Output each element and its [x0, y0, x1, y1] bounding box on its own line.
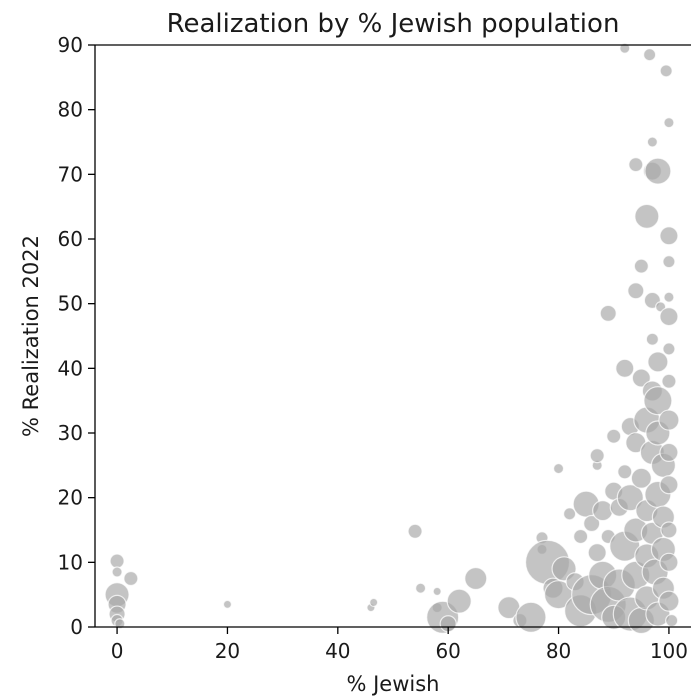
- y-tick-label-90: 90: [58, 33, 83, 57]
- data-point-53: [616, 484, 644, 512]
- data-point-104: [665, 613, 679, 628]
- data-point-26: [552, 462, 565, 475]
- x-axis-label: % Jewish: [346, 672, 439, 696]
- data-point-8: [222, 599, 233, 609]
- data-point-102: [659, 552, 679, 572]
- data-point-6: [114, 618, 126, 630]
- data-point-39: [592, 500, 614, 522]
- y-tick-label-20: 20: [58, 486, 83, 510]
- data-point-1: [111, 566, 123, 578]
- data-point-42: [599, 304, 617, 322]
- data-point-95: [659, 307, 679, 327]
- data-point-63: [630, 467, 652, 489]
- data-point-18: [464, 566, 488, 591]
- x-tick-label-20: 20: [215, 639, 240, 663]
- data-point-91: [663, 116, 675, 129]
- y-tick-label-70: 70: [58, 162, 83, 186]
- data-point-80: [647, 351, 669, 373]
- bubble-layer: [104, 42, 680, 635]
- data-point-11: [407, 523, 423, 539]
- x-tick-label-80: 80: [546, 639, 571, 663]
- x-tick-label-60: 60: [435, 639, 460, 663]
- data-point-93: [662, 255, 676, 269]
- data-point-17: [446, 588, 472, 614]
- data-point-57: [627, 282, 645, 300]
- data-point-101: [660, 521, 678, 539]
- data-point-49: [619, 42, 631, 54]
- data-point-81: [643, 386, 673, 416]
- data-point-45: [606, 428, 622, 444]
- data-point-37: [589, 448, 605, 464]
- data-point-10: [369, 597, 379, 608]
- y-tick-label-40: 40: [58, 356, 83, 380]
- data-point-12: [414, 582, 427, 594]
- data-point-35: [583, 514, 601, 533]
- data-point-65: [634, 203, 660, 229]
- data-point-31: [573, 528, 589, 545]
- data-point-50: [615, 358, 635, 378]
- data-point-74: [645, 332, 659, 346]
- data-point-98: [658, 409, 680, 431]
- data-point-79: [644, 157, 672, 185]
- data-point-99: [659, 442, 679, 462]
- data-point-21: [515, 601, 547, 633]
- data-point-61: [633, 258, 649, 274]
- data-point-0: [109, 553, 125, 569]
- data-point-90: [659, 64, 673, 78]
- data-point-62: [631, 368, 651, 388]
- data-point-71: [646, 136, 658, 148]
- data-point-52: [617, 464, 633, 480]
- y-tick-label-0: 0: [70, 615, 83, 639]
- data-point-56: [628, 157, 644, 173]
- data-point-7: [123, 570, 139, 587]
- y-tick-label-60: 60: [58, 227, 83, 251]
- data-point-103: [658, 590, 680, 612]
- y-tick-label-80: 80: [58, 98, 83, 122]
- axes: 0 20 40 60 80 100 0 10 20 30 40 50 60 70 80 90: [58, 33, 691, 663]
- data-point-97: [661, 373, 677, 389]
- y-tick-label-30: 30: [58, 421, 83, 445]
- x-tick-label-100: 100: [650, 639, 688, 663]
- x-tick-label-0: 0: [111, 639, 124, 663]
- data-point-38: [587, 543, 607, 563]
- data-point-13: [432, 586, 442, 597]
- x-tick-label-40: 40: [325, 639, 350, 663]
- data-point-100: [659, 475, 679, 495]
- y-tick-label-10: 10: [58, 550, 83, 574]
- data-point-96: [662, 342, 676, 356]
- y-axis-label: % Realization 2022: [19, 235, 43, 437]
- data-point-29: [562, 507, 577, 521]
- y-tick-label-50: 50: [58, 292, 83, 316]
- data-point-94: [663, 291, 675, 303]
- chart-title: Realization by % Jewish population: [167, 9, 620, 39]
- data-point-92: [659, 226, 679, 246]
- data-point-70: [643, 48, 657, 62]
